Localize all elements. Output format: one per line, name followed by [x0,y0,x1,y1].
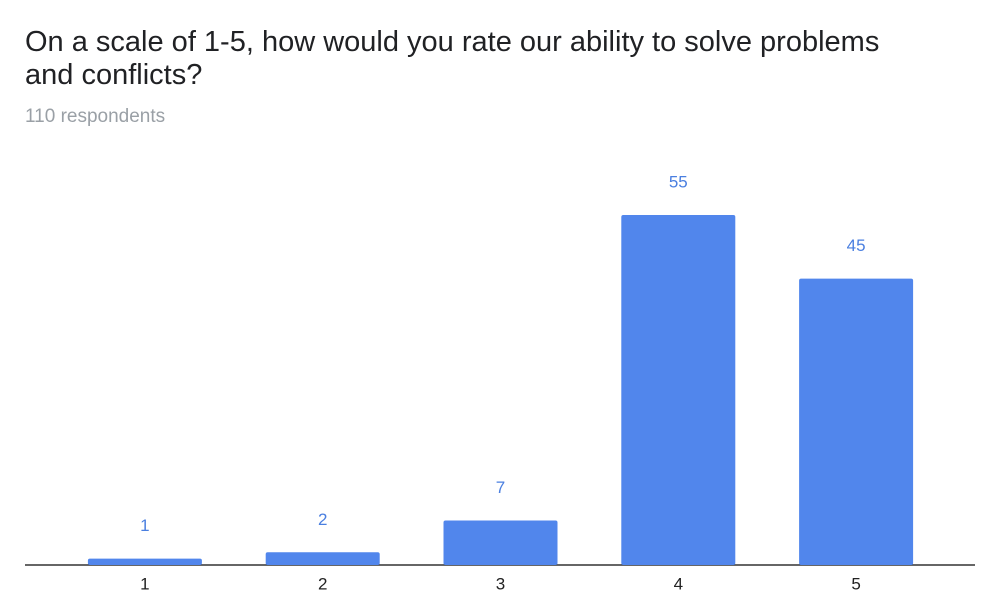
value-label: 2 [318,510,327,529]
value-label: 55 [669,172,688,191]
chart-subtitle: 110 respondents [25,106,166,127]
x-tick-label: 1 [140,574,149,593]
value-label: 1 [140,516,149,535]
bar [87,558,202,565]
value-label: 7 [496,478,505,497]
bar [799,278,914,565]
x-tick-label: 2 [318,574,327,593]
chart-title: On a scale of 1-5, how would you rate ou… [25,26,880,91]
value-label: 45 [847,236,866,255]
bar [265,552,380,565]
bar [621,215,736,565]
bar [443,520,558,565]
x-tick-label: 3 [496,574,505,593]
x-tick-label: 4 [674,574,683,593]
x-tick-label: 5 [851,574,860,593]
